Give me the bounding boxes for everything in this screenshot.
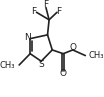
Text: O: O [69, 43, 76, 52]
Text: F: F [57, 7, 62, 16]
Text: CH₃: CH₃ [89, 51, 104, 60]
Text: O: O [60, 69, 67, 78]
Text: S: S [39, 60, 45, 69]
Text: F: F [43, 0, 48, 9]
Text: N: N [24, 33, 31, 42]
Text: F: F [32, 7, 37, 16]
Text: CH₃: CH₃ [0, 61, 15, 70]
